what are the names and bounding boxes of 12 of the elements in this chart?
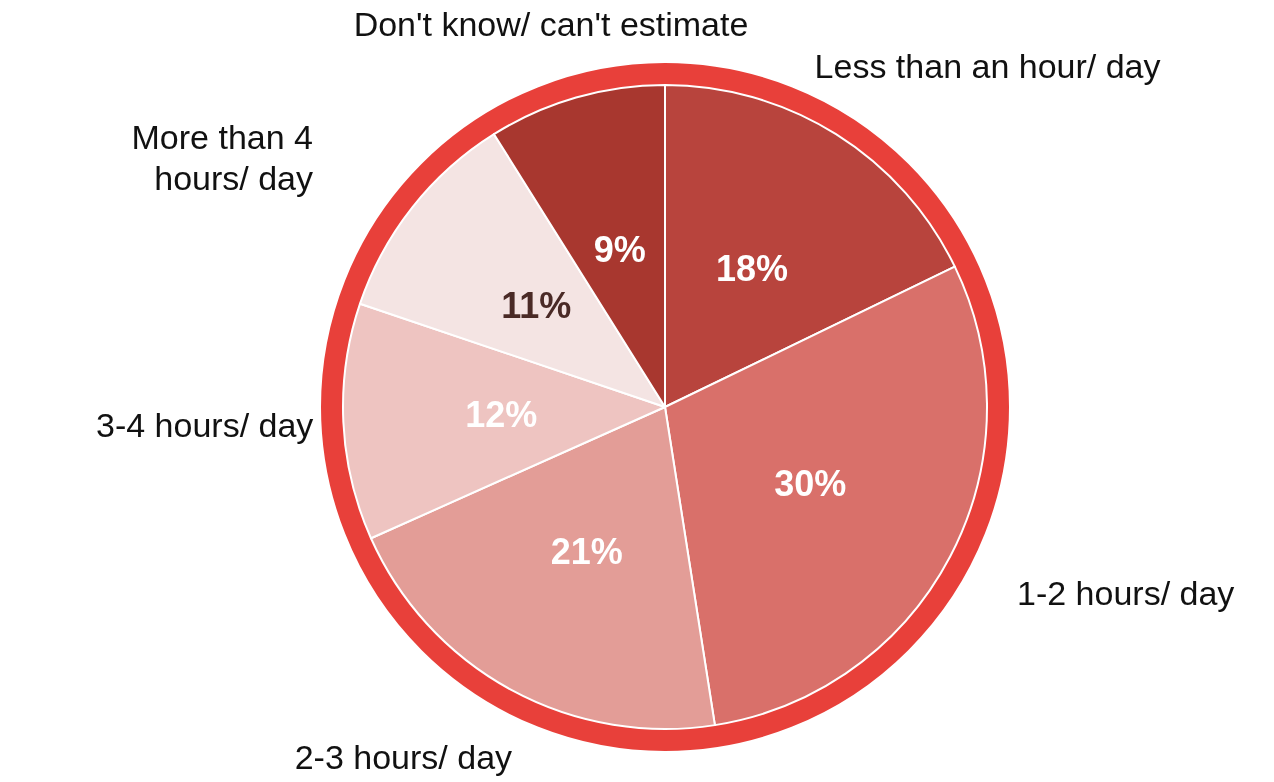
data-label: 18% (716, 247, 789, 289)
data-label: 12% (465, 394, 538, 436)
slice-label: Less than an hour/ day (814, 45, 1161, 87)
data-label: 21% (550, 530, 623, 572)
slice-label: More than 4 hours/ day (130, 116, 313, 199)
data-label: 9% (593, 228, 646, 270)
slice-label: 1-2 hours/ day (1017, 572, 1235, 614)
slice-label: Don't know/ can't estimate (353, 4, 749, 45)
data-label: 11% (501, 284, 572, 326)
slice-label: 2-3 hours/ day (294, 737, 513, 778)
data-label: 30% (774, 462, 847, 504)
slice-label: 3-4 hours/ day (96, 405, 314, 447)
